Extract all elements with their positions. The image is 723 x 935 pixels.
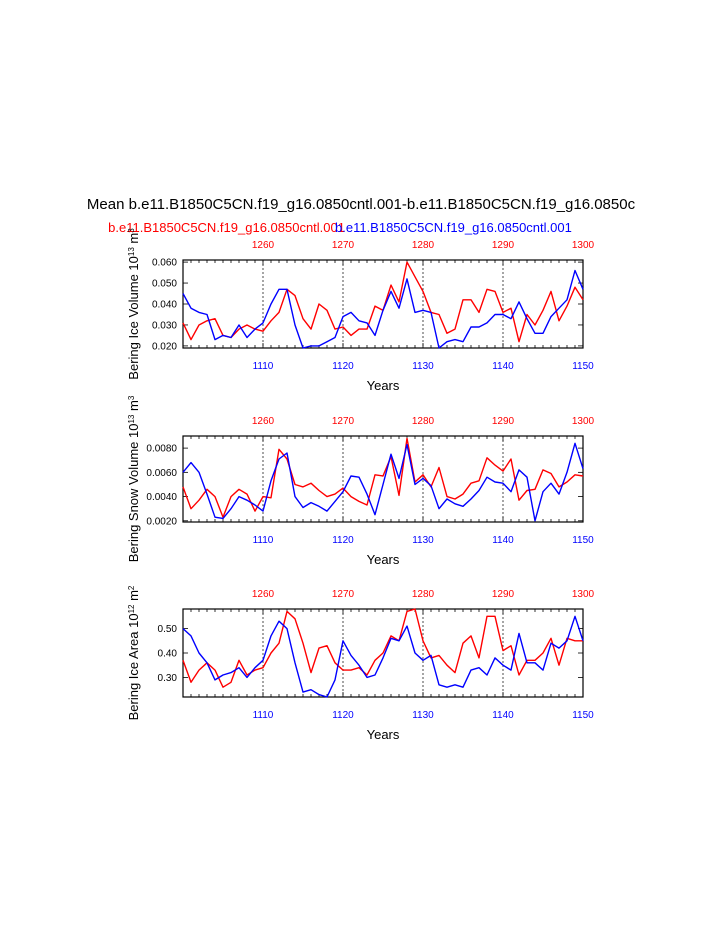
x-tick-label-bottom: 1110 [253, 710, 274, 721]
x-tick-label-bottom: 1130 [412, 710, 434, 721]
y-tick-label: 0.0060 [146, 468, 177, 479]
x-axis-label: Years [367, 378, 400, 393]
series-line-red [182, 437, 584, 518]
x-tick-label-bottom: 1150 [572, 361, 594, 372]
y-axis-label-ylabel-exp: 13 [127, 414, 136, 423]
case-label-blue: b.e11.B1850C5CN.f19_g16.0850cntl.001 [335, 220, 572, 235]
y-axis-label: Bering Snow Volume 1013 m3 [126, 395, 141, 562]
y-tick-label: 0.30 [158, 673, 178, 684]
y-tick-label: 0.030 [152, 320, 177, 331]
y-tick-label: 0.060 [152, 258, 177, 269]
x-tick-label-bottom: 1110 [253, 535, 274, 546]
x-tick-label-top: 1260 [252, 589, 275, 600]
y-axis-label-ylabel-exp: 13 [127, 247, 136, 256]
y-axis-label-ylabel-main: Bering Ice Area 10 [126, 613, 141, 720]
x-tick-label-top: 1300 [572, 589, 595, 600]
series-line-blue [182, 269, 584, 349]
panel-1: 1110 1120 1130 1140 1150 1260 1270 1280 1290 1300… [126, 228, 595, 393]
plot-frame [182, 259, 584, 349]
x-tick-label-top: 1280 [412, 589, 435, 600]
x-tick-label-top: 1260 [252, 240, 275, 251]
y-axis-label-ylabel-unit: m [126, 233, 141, 247]
x-tick-label-bottom: 1110 [253, 361, 274, 372]
x-tick-label-top: 1270 [332, 416, 355, 427]
x-tick-label-top: 1280 [412, 416, 435, 427]
x-tick-label-bottom: 1120 [332, 535, 354, 546]
y-tick-label: 0.020 [152, 341, 177, 352]
plot-frame [182, 435, 584, 523]
panel-3: 1110 1120 1130 1140 1150 1260 1270 1280 1290 1300… [126, 585, 595, 742]
y-axis-label-ylabel-unit: m [126, 590, 141, 604]
x-tick-label-bottom: 1140 [492, 535, 514, 546]
y-axis-label-ylabel-unit-exp: 3 [127, 228, 136, 233]
y-tick-label: 0.0020 [146, 516, 177, 527]
series-line-blue [182, 615, 584, 698]
panel-2: 1110 1120 1130 1140 1150 1260 1270 1280 1290 1300… [126, 395, 595, 567]
chart-title: Mean b.e11.B1850C5CN.f19_g16.0850cntl.00… [87, 196, 636, 213]
x-tick-label-top: 1300 [572, 416, 595, 427]
y-tick-label: 0.0040 [146, 492, 177, 503]
y-axis-label-ylabel-main: Bering Ice Volume 10 [126, 256, 141, 380]
x-tick-label-top: 1270 [332, 240, 355, 251]
x-tick-label-bottom: 1150 [572, 535, 594, 546]
x-tick-label-bottom: 1140 [492, 361, 514, 372]
y-tick-label: 0.50 [158, 624, 178, 635]
y-tick-label: 0.040 [152, 300, 177, 311]
y-tick-label: 0.0080 [146, 444, 177, 455]
x-tick-label-top: 1260 [252, 416, 275, 427]
series-line-blue [182, 442, 584, 522]
y-tick-label: 0.40 [158, 649, 178, 660]
x-tick-label-top: 1270 [332, 589, 355, 600]
x-tick-label-top: 1290 [492, 240, 515, 251]
x-tick-label-bottom: 1130 [412, 361, 434, 372]
x-tick-label-bottom: 1150 [572, 710, 594, 721]
x-tick-label-top: 1290 [492, 589, 515, 600]
x-tick-label-bottom: 1130 [412, 535, 434, 546]
y-axis-label-ylabel-unit-exp: 3 [127, 395, 136, 400]
y-axis-label: Bering Ice Volume 1013 m3 [126, 228, 141, 380]
x-axis-label: Years [367, 727, 400, 742]
y-axis-label-ylabel-main: Bering Snow Volume 10 [126, 424, 141, 563]
x-tick-label-bottom: 1120 [332, 710, 354, 721]
y-axis-label-ylabel-exp: 12 [127, 604, 136, 613]
y-axis-label-ylabel-unit: m [126, 400, 141, 414]
x-tick-label-top: 1290 [492, 416, 515, 427]
y-axis-label: Bering Ice Area 1012 m2 [126, 585, 141, 720]
x-axis-label: Years [367, 552, 400, 567]
x-tick-label-bottom: 1120 [332, 361, 354, 372]
x-tick-label-bottom: 1140 [492, 710, 514, 721]
x-tick-label-top: 1280 [412, 240, 435, 251]
y-tick-label: 0.050 [152, 279, 177, 290]
x-tick-label-top: 1300 [572, 240, 595, 251]
series-line-red [182, 261, 584, 343]
case-label-red: b.e11.B1850C5CN.f19_g16.0850cntl.001 [108, 220, 345, 235]
y-axis-label-ylabel-unit-exp: 2 [127, 585, 136, 590]
